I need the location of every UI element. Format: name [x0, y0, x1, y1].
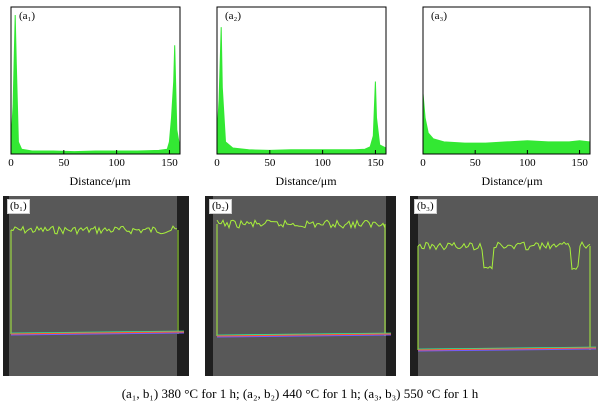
baseline-red — [216, 333, 392, 337]
chart-a2-svg: 0 50 100 150 (a₂) — [214, 6, 387, 169]
chart-a3-svg: 0 50 100 150 (a₃) — [420, 6, 591, 169]
micrograph-b3-scan — [417, 240, 597, 352]
profile-area — [422, 93, 591, 155]
micrograph-b3-label: (b₃) — [414, 199, 437, 214]
panel-label: (a₃) — [431, 10, 447, 22]
plot-frame — [422, 6, 591, 155]
x-tick-label: 0 — [214, 157, 220, 169]
baseline-blue — [10, 332, 185, 336]
figure-caption: (a₁, b₁) 380 °C for 1 h; (a₂, b₂) 440 °C… — [121, 386, 479, 401]
x-tick-label: 100 — [108, 157, 125, 169]
micrograph-b2-right-edge — [386, 196, 396, 376]
x-tick-label: 50 — [58, 157, 70, 169]
plot-frame — [216, 6, 387, 155]
x-tick-label: 150 — [161, 157, 178, 169]
x-tick-label: 150 — [571, 157, 588, 169]
x-tick-label: 150 — [367, 157, 384, 169]
chart-a3: 0 50 100 150 (a₃) Distance/μm — [420, 6, 600, 190]
panel-label: (a₁) — [19, 10, 35, 22]
zn-scan-line — [417, 240, 591, 271]
x-tick-label: 50 — [264, 157, 276, 169]
micrograph-b2: (b₂) — [205, 196, 396, 376]
baseline-blue — [216, 334, 392, 338]
micrograph-b3-left-edge — [410, 196, 418, 376]
chart-a3-xlabel: Distance/μm — [481, 174, 543, 188]
micrograph-b3: (b₃) — [410, 196, 598, 376]
x-tick-label: 100 — [314, 157, 331, 169]
profile-area — [216, 27, 387, 155]
zn-scan-line — [216, 219, 386, 230]
profile-area — [10, 14, 181, 155]
baseline-red — [10, 331, 185, 335]
micrograph-b2-left-edge — [205, 196, 213, 376]
chart-a2-xlabel: Distance/μm — [275, 174, 337, 188]
x-tick-label: 0 — [420, 157, 426, 169]
micrograph-b2-label: (b₂) — [209, 199, 232, 214]
micrograph-b1-left-edge — [3, 196, 9, 376]
chart-a1-svg: 0 50 100 150 (a₁) — [8, 6, 181, 169]
x-tick-label: 0 — [8, 157, 14, 169]
micrograph-b1: (b₁) — [3, 196, 189, 376]
micrograph-b2-scan — [216, 219, 392, 338]
chart-a2: 0 50 100 150 (a₂) Distance/μm — [214, 6, 396, 190]
baseline-teal — [216, 332, 392, 336]
x-tick-label: 50 — [470, 157, 482, 169]
baseline-teal — [417, 346, 597, 350]
micrograph-b1-label: (b₁) — [7, 199, 30, 214]
panel-label: (a₂) — [225, 10, 241, 22]
baseline-teal — [10, 330, 185, 334]
plot-frame — [10, 6, 181, 155]
baseline-red — [417, 347, 597, 351]
chart-a1-xlabel: Distance/μm — [69, 174, 131, 188]
micrograph-b1-scan — [10, 225, 185, 336]
chart-a1: 0 50 100 150 (a₁) Distance/μm — [8, 6, 190, 190]
x-tick-label: 100 — [519, 157, 536, 169]
baseline-blue — [417, 348, 597, 352]
zn-scan-line — [10, 225, 178, 236]
